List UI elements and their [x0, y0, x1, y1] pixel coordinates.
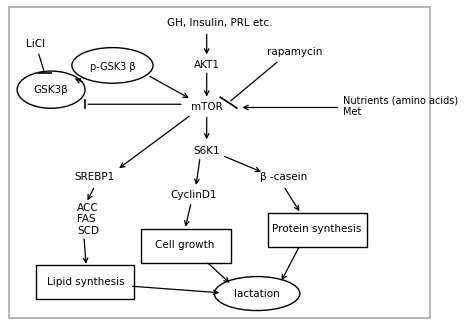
FancyBboxPatch shape — [268, 213, 367, 247]
Text: GSK3β: GSK3β — [34, 85, 68, 95]
Text: p-GSK3 β: p-GSK3 β — [90, 62, 135, 72]
Text: rapamycin: rapamycin — [267, 47, 322, 58]
Text: ACC
FAS
SCD: ACC FAS SCD — [77, 202, 100, 236]
Text: Protein synthesis: Protein synthesis — [272, 224, 361, 234]
Ellipse shape — [72, 48, 153, 83]
Text: lactation: lactation — [234, 289, 280, 299]
Text: CyclinD1: CyclinD1 — [170, 190, 217, 200]
Text: Lipid synthesis: Lipid synthesis — [47, 277, 125, 287]
Text: GH, Insulin, PRL etc.: GH, Insulin, PRL etc. — [167, 18, 273, 28]
Ellipse shape — [17, 71, 85, 108]
Ellipse shape — [214, 277, 300, 311]
Text: Cell growth: Cell growth — [155, 240, 214, 250]
FancyBboxPatch shape — [36, 266, 134, 299]
FancyBboxPatch shape — [9, 7, 430, 318]
Text: LiCl: LiCl — [26, 39, 46, 49]
Text: β -casein: β -casein — [260, 172, 307, 182]
FancyBboxPatch shape — [141, 229, 231, 263]
Text: S6K1: S6K1 — [193, 146, 220, 156]
Text: mTOR: mTOR — [191, 102, 223, 112]
Text: AKT1: AKT1 — [194, 60, 219, 71]
Text: Nutrients (amino acids)
Met: Nutrients (amino acids) Met — [343, 95, 458, 117]
Text: SREBP1: SREBP1 — [75, 172, 115, 182]
